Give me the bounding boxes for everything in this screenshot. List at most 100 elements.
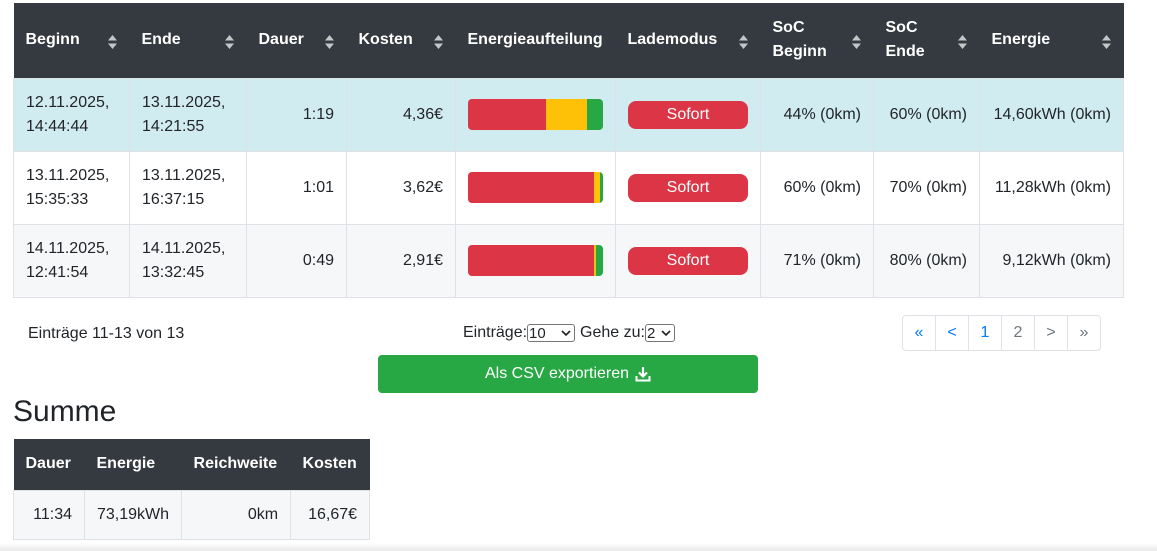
per-page-value: 10 [529,324,546,342]
soc-begin-cell: 44% (0km) [760,77,874,152]
soc-begin-value: 60% (0km) [783,178,861,196]
duration-value: 1:19 [302,105,334,123]
table-row[interactable]: 12.11.2025, 14:44:44 13.11.2025, 14:21:55 1:… [13,77,1124,152]
sort-icon[interactable] [851,33,861,50]
summary-header-range: Reichweite [181,439,291,490]
page-2-button[interactable]: 2 [1001,315,1035,351]
begin-date: 13.11.2025, [26,166,110,184]
energy-value: 14,60kWh (0km) [993,105,1111,123]
next-page-button[interactable]: > [1034,315,1068,351]
summary-header-duration: Dauer [13,439,85,490]
summary-duration: 11:34 [13,489,85,540]
column-header-duration[interactable]: Dauer [246,3,347,78]
chevron-down-icon [561,329,571,336]
battery-segment [593,172,601,203]
energy-value: 11,28kWh (0km) [994,178,1111,196]
duration-cell: 1:01 [246,150,347,225]
per-page-label: Einträge: [463,324,528,341]
energy-value: 9,12kWh (0km) [1002,251,1111,269]
cost-value: 2,91€ [402,251,443,269]
soc-end-value: 70% (0km) [889,178,967,196]
soc-begin-cell: 71% (0km) [760,223,874,298]
charge-mode-badge: Sofort [628,246,748,275]
charge-mode-cell: Sofort [615,223,761,298]
download-icon [635,367,651,382]
sort-icon[interactable] [1101,33,1111,50]
summary-cost: 16,67€ [290,489,371,540]
begin-cell: 14.11.2025, 12:41:54 [13,223,130,298]
grid-segment [468,172,594,203]
sort-icon[interactable] [738,33,748,50]
previous-page-button[interactable]: < [935,315,969,351]
entries-info: Einträge 11-13 von 13 [28,325,185,342]
page-1-button[interactable]: 1 [968,315,1002,351]
column-header-charge-mode[interactable]: Lademodus [615,3,761,78]
sort-icon[interactable] [433,33,443,50]
column-header-label: SoC Ende [885,19,925,61]
soc-begin-value: 71% (0km) [783,251,861,269]
solar-segment [596,245,603,276]
first-page-button[interactable]: « [902,315,936,351]
column-header-label: Kosten [358,31,413,49]
energy-split-bar [468,245,603,276]
duration-cell: 0:49 [246,223,347,298]
summary-header-row: Dauer Energie Reichweite Kosten [13,439,370,490]
bottom-edge [0,543,1157,551]
sort-icon[interactable] [224,33,234,50]
table-header-row: Beginn Ende Dauer Kosten Energieaufteilung La… [13,3,1124,78]
begin-time: 15:35:33 [26,190,89,208]
table-row[interactable]: 14.11.2025, 12:41:54 14.11.2025, 13:32:45 0:… [13,223,1124,298]
end-cell: 13.11.2025, 16:37:15 [129,150,247,225]
sort-icon[interactable] [107,33,117,50]
end-time: 13:32:45 [142,263,205,281]
duration-value: 1:01 [302,178,334,196]
last-page-button[interactable]: » [1067,315,1101,351]
column-header-end[interactable]: Ende [129,3,247,78]
pagination: « < 1 2 > » [902,315,1101,351]
grid-segment [468,245,594,276]
column-header-label: Beginn [25,31,80,49]
begin-cell: 13.11.2025, 15:35:33 [13,150,130,225]
end-date: 13.11.2025, [142,93,226,111]
energy-cell: 14,60kWh (0km) [979,77,1124,152]
column-header-label: Dauer [258,31,304,49]
begin-cell: 12.11.2025, 14:44:44 [13,77,130,152]
sort-icon[interactable] [957,33,967,50]
summary-range: 0km [181,489,292,540]
end-time: 14:21:55 [142,117,205,135]
column-header-begin[interactable]: Beginn [13,3,130,78]
energy-split-cell [455,223,616,298]
energy-cell: 11,28kWh (0km) [979,150,1124,225]
per-page-select[interactable]: 10 [527,324,576,342]
summary-energy: 73,19kWh [83,489,183,540]
sort-icon[interactable] [324,33,334,50]
summary-table: Dauer Energie Reichweite Kosten 11:34 73… [13,439,371,540]
export-csv-button[interactable]: Als CSV exportieren [378,355,758,393]
table-row[interactable]: 13.11.2025, 15:35:33 13.11.2025, 16:37:15 1:… [13,150,1124,225]
column-header-cost[interactable]: Kosten [346,3,456,78]
charge-mode-badge: Sofort [628,173,748,202]
column-header-energy[interactable]: Energie [979,3,1124,78]
cost-cell: 2,91€ [346,223,456,298]
grid-segment [468,99,547,130]
charge-mode-cell: Sofort [615,77,761,152]
charge-mode-badge: Sofort [628,100,748,129]
column-header-label: SoC Beginn [772,19,827,61]
column-header-label: Energie [991,31,1051,49]
charge-mode-cell: Sofort [615,150,761,225]
soc-end-value: 60% (0km) [889,105,967,123]
duration-value: 0:49 [302,251,334,269]
energy-split-cell [455,150,616,225]
end-cell: 13.11.2025, 14:21:55 [129,77,247,152]
soc-end-value: 80% (0km) [889,251,967,269]
soc-end-cell: 70% (0km) [873,150,980,225]
solar-segment [586,99,603,130]
column-header-soc-end[interactable]: SoC Ende [873,3,980,78]
chevron-down-icon [661,329,671,336]
soc-end-cell: 80% (0km) [873,223,980,298]
column-header-soc-begin[interactable]: SoC Beginn [760,3,874,78]
summary-title: Summe [13,395,117,428]
goto-page-select[interactable]: 2 [644,324,675,342]
end-date: 13.11.2025, [142,166,226,184]
cost-value: 3,62€ [402,178,443,196]
